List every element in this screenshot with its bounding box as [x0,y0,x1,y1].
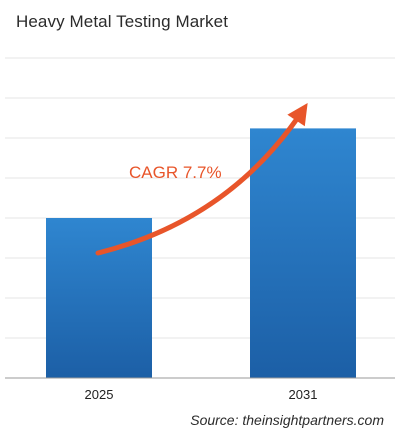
bar-2031 [250,128,356,378]
x-tick-labels: 2025 2031 [85,387,318,402]
x-tick-label: 2025 [85,387,114,402]
cagr-label: CAGR 7.7% [129,163,222,182]
x-tick-label: 2031 [289,387,318,402]
source-note: Source: theinsightpartners.com [190,412,384,428]
cagr-arrow [95,103,308,256]
bars [46,128,356,378]
chart-title: Heavy Metal Testing Market [16,12,229,31]
